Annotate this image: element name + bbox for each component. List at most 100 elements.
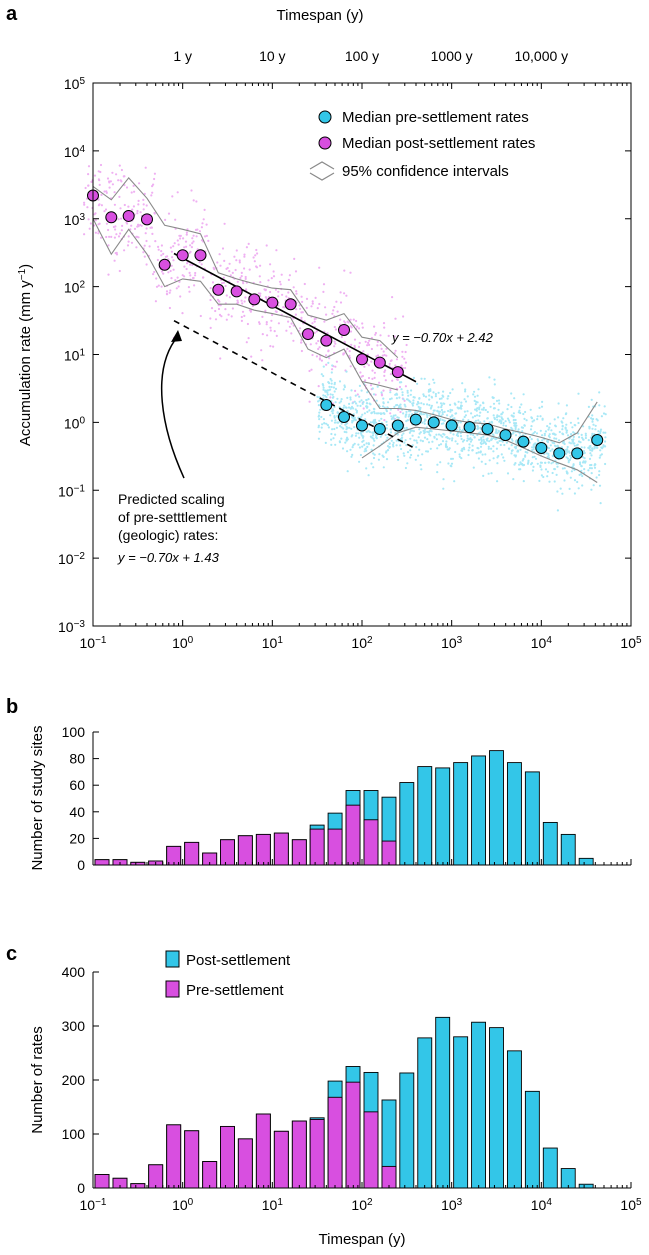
pre-raw-point: [384, 433, 387, 437]
pre-raw-point: [558, 430, 561, 434]
pre-raw-point: [457, 434, 460, 438]
post-raw-point: [167, 271, 170, 274]
y-a-tick-label: 100: [64, 415, 86, 432]
pre-raw-point: [496, 415, 499, 418]
pre-raw-point: [446, 414, 449, 417]
pre-raw-point: [408, 399, 411, 402]
post-raw-point: [403, 357, 406, 360]
post-raw-point: [368, 343, 371, 346]
pre-raw-point: [584, 434, 588, 437]
pre-raw-point: [396, 455, 399, 458]
pre-raw-point: [424, 428, 427, 431]
pre-raw-point: [409, 437, 412, 440]
post-raw-point: [258, 275, 261, 278]
pre-raw-point: [450, 462, 454, 465]
pre-raw-point: [460, 437, 463, 441]
post-raw-point: [277, 290, 280, 293]
pre-raw-point: [380, 391, 383, 394]
pre-raw-point: [506, 408, 509, 411]
pre-raw-point: [350, 427, 353, 430]
top-axis-ticks: 1 y 10 y 100 y 1000 y 10,000 y: [119, 48, 628, 89]
pre-raw-point: [435, 438, 438, 441]
pre-raw-point: [500, 416, 503, 419]
post-raw-point: [243, 314, 246, 317]
pre-raw-point: [386, 449, 390, 452]
post-raw-point: [221, 247, 225, 250]
pre-raw-point: [330, 419, 333, 422]
post-raw-point: [162, 272, 165, 275]
pre-raw-point: [514, 424, 517, 427]
pre-raw-point: [418, 428, 421, 431]
b-bar-post: [435, 767, 451, 866]
pre-raw-point: [345, 425, 348, 428]
pre-median-point: [499, 429, 512, 442]
post-raw-point: [295, 308, 298, 311]
pre-median-point: [427, 416, 440, 429]
pre-raw-point: [495, 399, 499, 402]
post-raw-point: [320, 359, 323, 362]
pre-raw-point: [529, 428, 533, 431]
pre-raw-point: [330, 385, 333, 389]
pre-raw-point: [324, 441, 327, 444]
pre-raw-point: [598, 456, 601, 459]
pre-raw-point: [449, 403, 452, 406]
pre-raw-point: [580, 464, 583, 468]
post-raw-point: [132, 184, 135, 187]
pre-raw-point: [476, 446, 479, 450]
x-a-tick-label: 104: [531, 635, 553, 652]
c-bar-pre: [237, 1138, 253, 1189]
b-bar-pre: [237, 835, 253, 866]
pre-raw-point: [433, 409, 436, 412]
pre-raw-point: [467, 449, 470, 452]
post-raw-point: [287, 291, 290, 294]
post-raw-point: [368, 339, 371, 342]
pre-median-point: [463, 421, 476, 434]
pre-raw-point: [568, 451, 571, 454]
pre-raw-point: [591, 427, 594, 430]
post-raw-point: [94, 231, 97, 234]
pre-raw-point: [493, 378, 496, 381]
pre-raw-point: [415, 439, 418, 442]
pre-raw-point: [334, 419, 337, 422]
pre-raw-point: [487, 472, 490, 475]
pre-raw-point: [507, 403, 510, 406]
post-raw-point: [194, 271, 197, 275]
pre-raw-point: [405, 413, 408, 416]
pre-raw-point: [322, 386, 325, 389]
c-bar-post: [542, 1147, 558, 1189]
post-raw-point: [247, 337, 250, 340]
b-y-tick-label: 60: [69, 777, 85, 793]
post-raw-point: [123, 175, 126, 178]
pre-raw-point: [317, 400, 320, 403]
pre-raw-point: [589, 449, 592, 452]
pre-raw-point: [587, 405, 591, 408]
pre-raw-point: [577, 440, 581, 443]
pre-raw-point: [536, 462, 539, 465]
pre-raw-point: [480, 436, 483, 439]
pre-raw-point: [425, 413, 428, 416]
post-raw-point: [290, 332, 293, 335]
pre-raw-point: [536, 438, 539, 441]
post-raw-point: [130, 224, 133, 227]
post-raw-point: [310, 368, 313, 371]
post-raw-point: [171, 256, 174, 259]
pre-raw-point: [347, 406, 351, 409]
post-raw-point: [136, 212, 139, 215]
pre-raw-point: [372, 407, 375, 410]
post-raw-point: [250, 355, 253, 358]
post-raw-point: [228, 262, 231, 265]
pre-raw-point: [412, 399, 415, 402]
post-raw-point: [294, 313, 297, 316]
post-raw-point: [317, 385, 320, 388]
post-raw-point: [143, 244, 146, 247]
post-raw-point: [171, 195, 174, 198]
pre-raw-point: [407, 415, 410, 418]
post-raw-point: [249, 310, 252, 313]
pre-raw-point: [375, 436, 378, 439]
pre-raw-point: [359, 404, 362, 407]
pre-raw-point: [471, 416, 474, 419]
pre-predicted-line: [173, 320, 417, 450]
post-raw-point: [367, 376, 371, 380]
pre-raw-point: [413, 396, 416, 399]
